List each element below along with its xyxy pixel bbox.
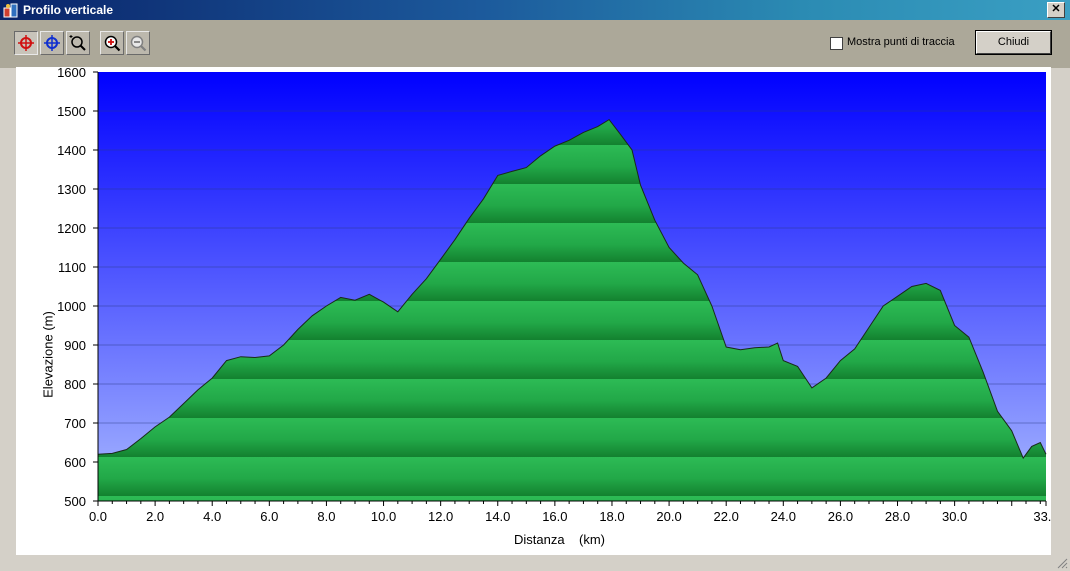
x-tick-label: 20.0 (656, 509, 681, 524)
window-title: Profilo verticale (23, 3, 114, 17)
zoom-out-icon (130, 35, 147, 52)
y-tick-label: 1300 (57, 182, 86, 197)
y-tick-label: 1000 (57, 299, 86, 314)
elevation-profile-chart[interactable]: 500 600 700 800 900 1000 1100 1200 1300 1400 1500 1… (16, 67, 1051, 555)
toolbar (0, 20, 1070, 68)
y-tick-label: 1200 (57, 221, 86, 236)
crosshair-red-icon (18, 35, 34, 51)
y-tick-label: 700 (64, 416, 86, 431)
show-track-points-label: Mostra punti di traccia (847, 36, 955, 48)
x-tick-label: 26.0 (828, 509, 853, 524)
y-axis-label: Elevazione (m) (40, 311, 56, 398)
show-track-points-checkbox[interactable] (830, 37, 843, 50)
x-tick-label: 22.0 (714, 509, 739, 524)
close-button[interactable]: Chiudi (975, 30, 1052, 55)
x-tick-label: 30.0 (942, 509, 967, 524)
y-tick-label: 900 (64, 338, 86, 353)
title-bar: Profilo verticale ✕ (0, 0, 1070, 20)
x-tick-label: 24.0 (771, 509, 796, 524)
y-tick-label: 800 (64, 377, 86, 392)
crosshair-red-tool-button[interactable] (14, 31, 38, 55)
app-icon (3, 3, 18, 18)
x-tick-label: 12.0 (428, 509, 453, 524)
elevation-chart-panel: 500 600 700 800 900 1000 1100 1200 1300 1400 1500 1… (16, 67, 1051, 555)
elevation-area (98, 119, 1046, 501)
zoom-out-tool-button[interactable] (126, 31, 150, 55)
y-tick-label: 600 (64, 455, 86, 470)
x-tick-label: 10.0 (371, 509, 396, 524)
x-tick-label: 4.0 (203, 509, 221, 524)
zoom-in-icon (104, 35, 121, 52)
x-tick-label: 28.0 (885, 509, 910, 524)
x-tick-label: 33.2 (1033, 509, 1051, 524)
x-tick-label: 14.0 (485, 509, 510, 524)
window-close-button[interactable]: ✕ (1047, 2, 1065, 18)
y-tick-label: 1600 (57, 67, 86, 80)
x-axis-label: Distanza (km) (514, 532, 606, 547)
y-tick-label: 1500 (57, 104, 86, 119)
zoom-area-icon (69, 35, 86, 51)
y-tick-label: 1400 (57, 143, 86, 158)
crosshair-blue-tool-button[interactable] (40, 31, 64, 55)
crosshair-blue-icon (44, 35, 60, 51)
resize-grip-icon[interactable] (1056, 557, 1068, 569)
zoom-area-tool-button[interactable] (66, 31, 90, 55)
x-tick-label: 0.0 (89, 509, 107, 524)
x-tick-label: 8.0 (317, 509, 335, 524)
zoom-in-tool-button[interactable] (100, 31, 124, 55)
x-tick-label: 2.0 (146, 509, 164, 524)
x-tick-label: 18.0 (599, 509, 624, 524)
x-tick-label: 16.0 (542, 509, 567, 524)
elevation-line (97, 118, 1047, 460)
status-bar (0, 555, 1070, 571)
y-tick-label: 500 (64, 494, 86, 509)
y-tick-label: 1100 (58, 260, 86, 275)
x-tick-label: 6.0 (260, 509, 278, 524)
